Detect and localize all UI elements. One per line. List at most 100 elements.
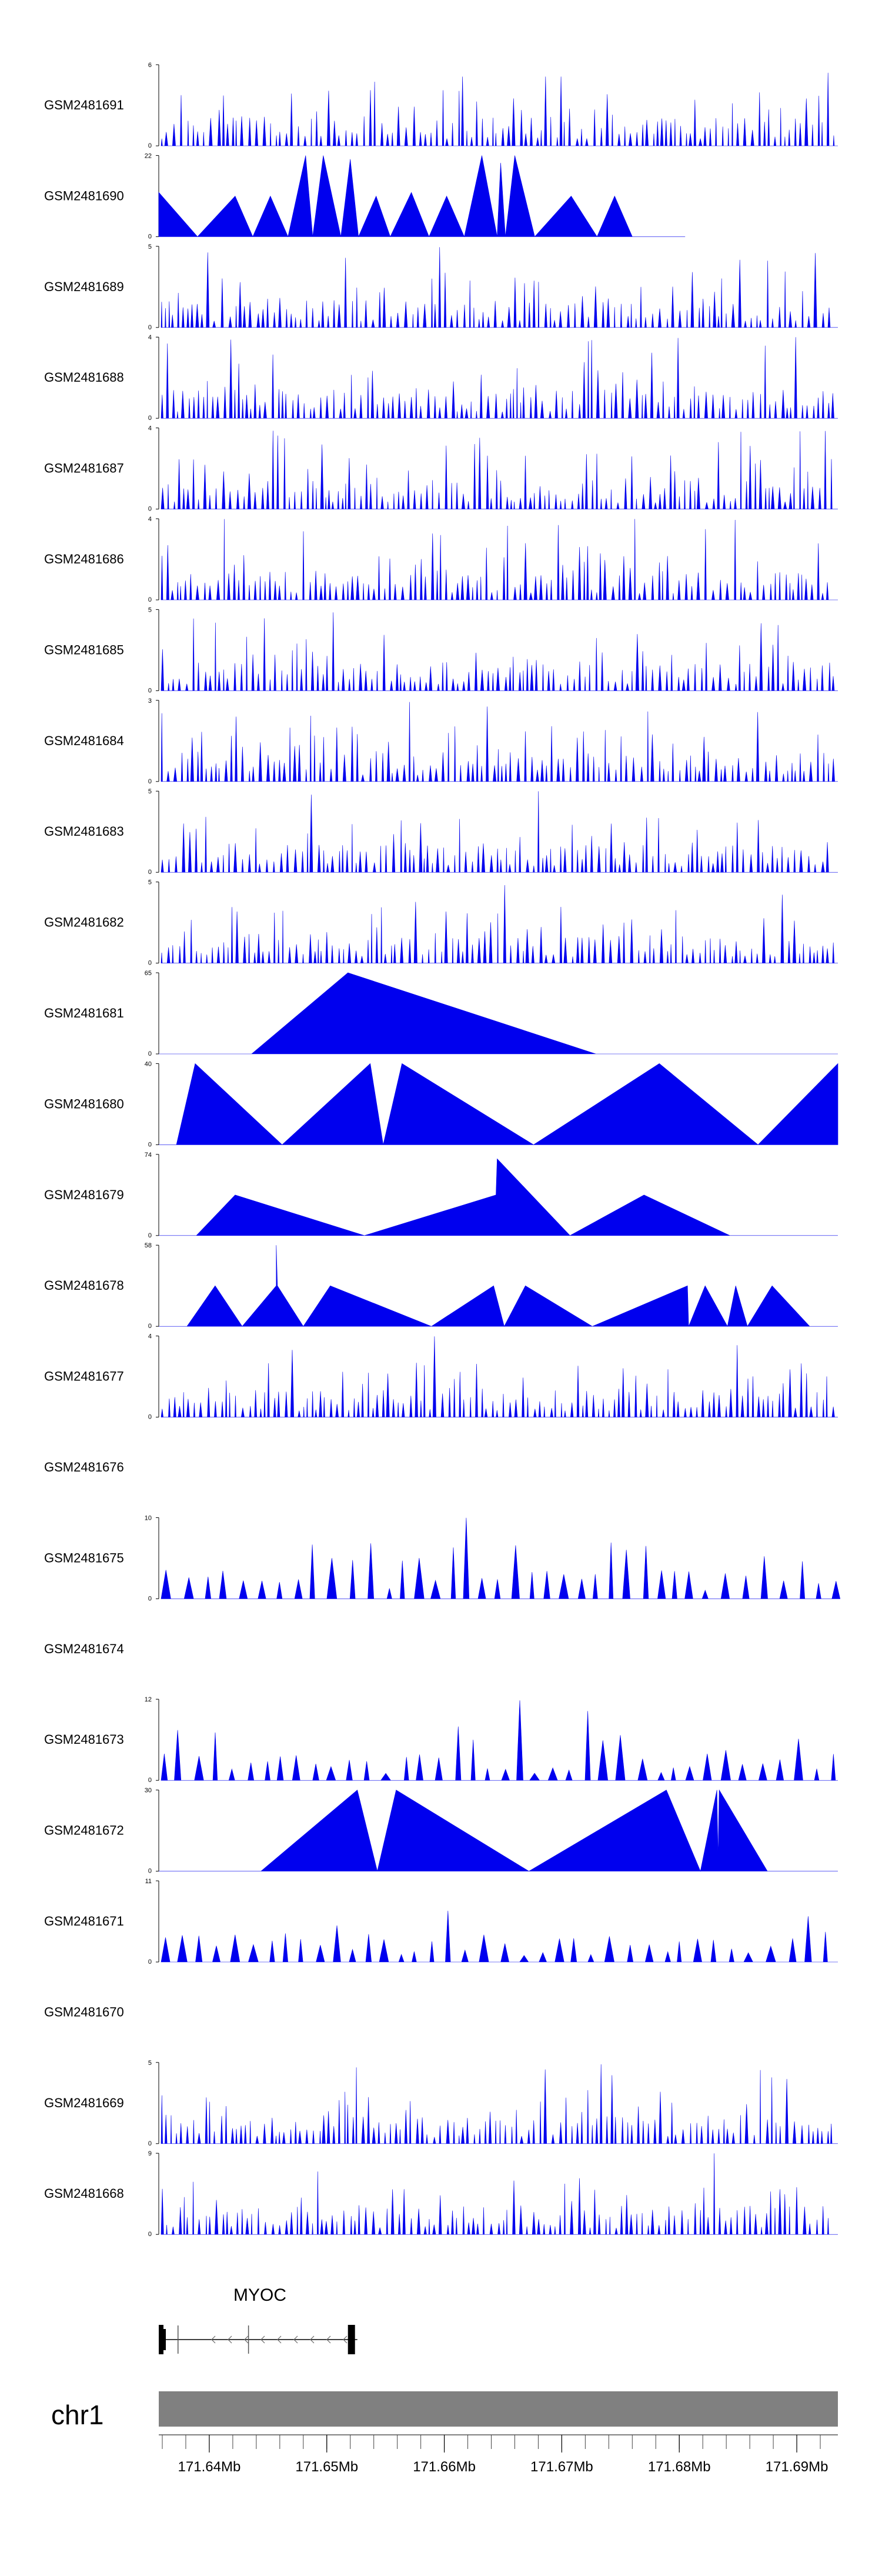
y-zero-label: 0	[148, 687, 152, 694]
axis-tick-label: 171.69Mb	[766, 2459, 828, 2475]
track-label: GSM2481677	[44, 1369, 124, 1384]
signal-area	[159, 972, 838, 1055]
y-max-label: 22	[145, 152, 152, 159]
track-label: GSM2481673	[44, 1732, 124, 1747]
y-zero-label: 0	[148, 1958, 152, 1966]
gene-exon	[348, 2325, 355, 2354]
y-zero-label: 0	[148, 1050, 152, 1057]
y-zero-label: 0	[148, 1232, 152, 1239]
gene-model: MYOC	[159, 2285, 358, 2354]
track-GSM2481675: GSM2481675 10 0	[44, 1514, 841, 1602]
signal-area	[161, 2153, 838, 2235]
track-label: GSM2481689	[44, 279, 124, 294]
axis-tick-label: 171.68Mb	[648, 2459, 711, 2475]
signal-area	[159, 1245, 838, 1327]
track-GSM2481685: GSM2481685 5 0	[44, 606, 838, 694]
track-label: GSM2481670	[44, 2004, 124, 2019]
y-max-label: 30	[145, 1787, 152, 1794]
signal-area	[161, 2064, 838, 2144]
gene-exon	[248, 2325, 249, 2354]
y-max-label: 3	[148, 698, 152, 705]
track-GSM2481691: GSM2481691 6 0	[44, 62, 838, 149]
strand-arrow	[293, 2335, 298, 2344]
track-label: GSM2481668	[44, 2186, 124, 2201]
y-max-label: 9	[148, 2150, 152, 2157]
track-GSM2481678: GSM2481678 58 0	[44, 1242, 838, 1330]
track-label: GSM2481675	[44, 1550, 124, 1565]
track-GSM2481682: GSM2481682 5 0	[44, 879, 838, 967]
ideogram: chr1	[51, 2391, 838, 2430]
track-label: GSM2481690	[44, 188, 124, 203]
track-GSM2481681: GSM2481681 65 0	[44, 970, 838, 1057]
ideogram-bar	[159, 2391, 838, 2427]
track-GSM2481677: GSM2481677 4 0	[44, 1333, 838, 1421]
signal-area	[161, 337, 838, 419]
gene-name: MYOC	[233, 2285, 286, 2305]
track-label: GSM2481674	[44, 1641, 124, 1656]
track-label: GSM2481683	[44, 824, 124, 839]
track-GSM2481680: GSM2481680 40 0	[44, 1060, 838, 1148]
y-zero-label: 0	[148, 1777, 152, 1784]
track-GSM2481669: GSM2481669 5 0	[44, 2060, 838, 2147]
y-zero-label: 0	[148, 869, 152, 876]
y-zero-label: 0	[148, 960, 152, 967]
track-label: GSM2481676	[44, 1460, 124, 1474]
track-label: GSM2481686	[44, 552, 124, 566]
strand-arrow	[326, 2335, 331, 2344]
track-label: GSM2481682	[44, 915, 124, 930]
track-label: GSM2481684	[44, 733, 124, 748]
y-zero-label: 0	[148, 233, 152, 240]
signal-area	[161, 1910, 838, 1963]
track-label: GSM2481681	[44, 1006, 124, 1020]
strand-arrow	[310, 2335, 315, 2344]
track-GSM2481687: GSM2481687 4 0	[44, 425, 838, 513]
y-max-label: 4	[148, 1333, 152, 1340]
y-max-label: 58	[145, 1242, 152, 1249]
y-zero-label: 0	[148, 2231, 152, 2238]
signal-area	[161, 1336, 838, 1417]
signal-area	[158, 155, 686, 238]
y-zero-label: 0	[148, 1595, 152, 1602]
track-GSM2481689: GSM2481689 5 0	[44, 243, 838, 331]
signal-area	[161, 791, 838, 873]
track-label: GSM2481678	[44, 1278, 124, 1293]
track-GSM2481679: GSM2481679 74 0	[44, 1152, 838, 1239]
strand-arrow	[228, 2335, 232, 2344]
y-max-label: 5	[148, 879, 152, 886]
track-label: GSM2481685	[44, 642, 124, 657]
y-max-label: 5	[148, 788, 152, 795]
signal-area	[161, 72, 838, 146]
y-max-label: 4	[148, 334, 152, 341]
track-label: GSM2481687	[44, 461, 124, 476]
track-GSM2481670: GSM2481670	[44, 2004, 124, 2019]
track-label: GSM2481691	[44, 98, 124, 112]
track-label: GSM2481671	[44, 1914, 124, 1928]
strand-arrow	[244, 2335, 249, 2344]
signal-area	[159, 1063, 838, 1145]
y-zero-label: 0	[148, 778, 152, 785]
track-label: GSM2481669	[44, 2095, 124, 2110]
y-zero-label: 0	[148, 506, 152, 513]
strand-arrow	[211, 2335, 216, 2344]
track-GSM2481683: GSM2481683 5 0	[44, 788, 838, 876]
y-max-label: 12	[145, 1696, 152, 1703]
strand-arrow	[343, 2335, 348, 2344]
axis-tick-label: 171.64Mb	[178, 2459, 241, 2475]
y-max-label: 5	[148, 2060, 152, 2067]
y-max-label: 65	[145, 970, 152, 977]
signal-area	[159, 1789, 838, 1872]
signal-area	[161, 519, 838, 600]
track-label: GSM2481679	[44, 1187, 124, 1202]
y-max-label: 5	[148, 243, 152, 251]
y-max-label: 6	[148, 62, 152, 69]
strand-arrow	[277, 2335, 282, 2344]
signal-area	[161, 612, 838, 691]
y-max-label: 74	[145, 1152, 152, 1159]
y-zero-label: 0	[148, 596, 152, 603]
y-max-label: 5	[148, 606, 152, 613]
track-GSM2481686: GSM2481686 4 0	[44, 516, 838, 603]
gene-utr	[159, 2329, 166, 2350]
track-GSM2481688: GSM2481688 4 0	[44, 334, 838, 422]
signal-area	[161, 885, 838, 963]
track-GSM2481668: GSM2481668 9 0	[44, 2150, 838, 2238]
